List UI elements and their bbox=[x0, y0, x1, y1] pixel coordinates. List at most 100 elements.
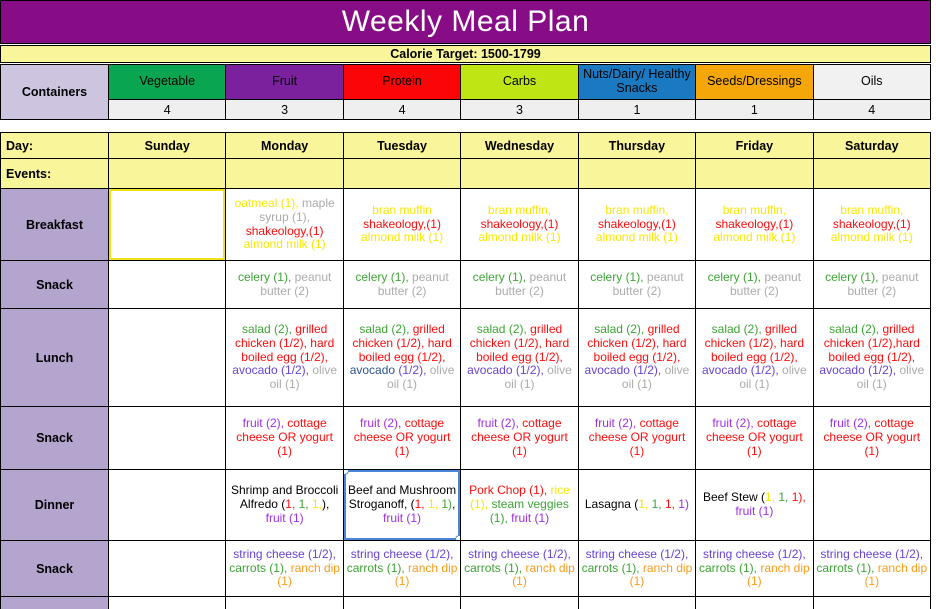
container-column-vegetable[interactable]: Vegetable bbox=[109, 65, 226, 99]
container-count-vegetable[interactable]: 4 bbox=[109, 100, 226, 119]
container-count-nuts-dairy-healthy-snacks[interactable]: 1 bbox=[578, 100, 696, 119]
meal-cell-lunch-2-tuesday[interactable]: salad (2), grilled chicken (1/2), hard b… bbox=[343, 309, 461, 406]
events-cell-saturday[interactable] bbox=[813, 159, 930, 188]
meal-cell-partial-saturday[interactable] bbox=[813, 597, 930, 609]
meal-cell-snack-3-wednesday[interactable]: fruit (2), cottage cheese OR yogurt (1) bbox=[461, 407, 578, 469]
meal-item-text: (1/2), bbox=[398, 363, 430, 378]
events-cell-friday[interactable] bbox=[696, 159, 813, 188]
meal-cell-lunch-2-saturday[interactable]: salad (2), grilled chicken (1/2),hard bo… bbox=[813, 309, 930, 406]
container-count-seeds-dressings[interactable]: 1 bbox=[696, 100, 813, 119]
meal-cell-breakfast-0-thursday[interactable]: bran muffin, shakeology,(1) almond milk … bbox=[578, 189, 696, 260]
container-count-carbs[interactable]: 3 bbox=[461, 100, 578, 119]
meal-item-text: carrots (1), bbox=[229, 560, 291, 575]
meal-cell-snack-3-sunday[interactable] bbox=[109, 407, 226, 469]
meal-row-label-dinner-4[interactable]: Dinner bbox=[1, 470, 108, 540]
meal-item-text: bran muffin, bbox=[605, 202, 669, 217]
meal-cell-partial-thursday[interactable] bbox=[578, 597, 696, 609]
calorie-target-banner[interactable]: Calorie Target: 1500-1799 bbox=[0, 45, 931, 63]
events-row-label[interactable]: Events: bbox=[1, 159, 108, 188]
meal-cell-dinner-4-monday[interactable]: Shrimp and Broccoli Alfredo (1, 1, 1,), … bbox=[226, 470, 343, 540]
meal-cell-partial-sunday[interactable] bbox=[109, 597, 226, 609]
meal-cell-lunch-2-wednesday[interactable]: salad (2), grilled chicken (1/2), hard b… bbox=[461, 309, 578, 406]
meal-cell-lunch-2-thursday[interactable]: salad (2), grilled chicken (1/2), hard b… bbox=[578, 309, 696, 406]
meal-cell-breakfast-0-friday[interactable]: bran muffin, shakeology,(1) almond milk … bbox=[696, 189, 813, 260]
meal-cell-snack-3-friday[interactable]: fruit (2), cottage cheese OR yogurt (1) bbox=[696, 407, 813, 469]
day-header-monday[interactable]: Monday bbox=[226, 133, 343, 158]
meal-cell-snack-3-monday[interactable]: fruit (2), cottage cheese OR yogurt (1) bbox=[226, 407, 343, 469]
meal-cell-partial-wednesday[interactable] bbox=[461, 597, 578, 609]
container-column-fruit[interactable]: Fruit bbox=[226, 65, 343, 99]
meal-cell-snack-5-tuesday[interactable]: string cheese (1/2), carrots (1), ranch … bbox=[343, 541, 461, 596]
meal-cell-dinner-4-tuesday[interactable]: Beef and Mushroom Stroganoff, (1, 1, 1),… bbox=[343, 470, 461, 540]
container-column-protein[interactable]: Protein bbox=[343, 65, 461, 99]
meal-cell-breakfast-0-saturday[interactable]: bran muffin, shakeology,(1) almond milk … bbox=[813, 189, 930, 260]
day-header-tuesday[interactable]: Tuesday bbox=[343, 133, 461, 158]
meal-item-text: bran muffin, bbox=[487, 202, 552, 217]
events-cell-monday[interactable] bbox=[226, 159, 343, 188]
meal-cell-dinner-4-wednesday[interactable]: Pork Chop (1), rice (1), steam veggies (… bbox=[461, 470, 578, 540]
meal-cell-snack-1-friday[interactable]: celery (1), peanut butter (2) bbox=[696, 261, 813, 308]
meal-cell-breakfast-0-wednesday[interactable]: bran muffin, shakeology,(1) almond milk … bbox=[461, 189, 578, 260]
meal-cell-snack-1-tuesday[interactable]: celery (1), peanut butter (2) bbox=[343, 261, 461, 308]
meal-cell-snack-1-thursday[interactable]: celery (1), peanut butter (2) bbox=[578, 261, 696, 308]
meal-cell-dinner-4-friday[interactable]: Beef Stew (1, 1, 1), fruit (1) bbox=[696, 470, 813, 540]
container-column-oils[interactable]: Oils bbox=[813, 65, 930, 99]
events-cell-thursday[interactable] bbox=[578, 159, 696, 188]
meal-cell-lunch-2-sunday[interactable] bbox=[109, 309, 226, 406]
day-header-saturday[interactable]: Saturday bbox=[813, 133, 930, 158]
meal-row-label-lunch-2[interactable]: Lunch bbox=[1, 309, 108, 406]
meal-cell-partial-monday[interactable] bbox=[226, 597, 343, 609]
day-header-sunday[interactable]: Sunday bbox=[109, 133, 226, 158]
events-cell-wednesday[interactable] bbox=[461, 159, 578, 188]
meal-item-text: olive oil (1) bbox=[739, 363, 807, 392]
meal-cell-snack-3-thursday[interactable]: fruit (2), cottage cheese OR yogurt (1) bbox=[578, 407, 696, 469]
meal-cell-snack-1-monday[interactable]: celery (1), peanut butter (2) bbox=[226, 261, 343, 308]
meal-item-text: carrots (1), bbox=[464, 560, 526, 575]
container-count-protein[interactable]: 4 bbox=[343, 100, 461, 119]
meal-cell-lunch-2-friday[interactable]: salad (2), grilled chicken (1/2), hard b… bbox=[696, 309, 813, 406]
container-column-carbs[interactable]: Carbs bbox=[461, 65, 578, 99]
meal-cell-snack-3-saturday[interactable]: fruit (2), cottage cheese OR yogurt (1) bbox=[813, 407, 930, 469]
day-header-wednesday[interactable]: Wednesday bbox=[461, 133, 578, 158]
meal-item-text: avocado bbox=[349, 363, 399, 378]
meal-row-label-snack-5[interactable]: Snack bbox=[1, 541, 108, 596]
meal-item-text: 1) bbox=[441, 497, 452, 512]
meal-row-label-snack-3[interactable]: Snack bbox=[1, 407, 108, 469]
selection-handle-top-left[interactable] bbox=[343, 470, 349, 475]
meal-cell-snack-5-saturday[interactable]: string cheese (1/2), carrots (1), ranch … bbox=[813, 541, 930, 596]
meal-cell-snack-1-saturday[interactable]: celery (1), peanut butter (2) bbox=[813, 261, 930, 308]
meal-cell-dinner-4-thursday[interactable]: Lasagna (1, 1, 1, 1) bbox=[578, 470, 696, 540]
meal-cell-snack-5-monday[interactable]: string cheese (1/2), carrots (1), ranch … bbox=[226, 541, 343, 596]
container-count-oils[interactable]: 4 bbox=[813, 100, 930, 119]
meal-cell-dinner-4-saturday[interactable] bbox=[813, 470, 930, 540]
meal-row-label-snack-1[interactable]: Snack bbox=[1, 261, 108, 308]
day-header-thursday[interactable]: Thursday bbox=[578, 133, 696, 158]
containers-label[interactable]: Containers bbox=[1, 65, 108, 119]
meal-cell-partial-tuesday[interactable] bbox=[343, 597, 461, 609]
meal-cell-dinner-4-sunday[interactable] bbox=[109, 470, 226, 540]
page-title: Weekly Meal Plan bbox=[341, 5, 590, 38]
selection-handle-bottom-right[interactable] bbox=[455, 535, 461, 540]
container-count-fruit[interactable]: 3 bbox=[226, 100, 343, 119]
meal-cell-snack-1-wednesday[interactable]: celery (1), peanut butter (2) bbox=[461, 261, 578, 308]
meal-cell-breakfast-0-tuesday[interactable]: bran muffin shakeology,(1) almond milk (… bbox=[343, 189, 461, 260]
meal-cell-snack-5-wednesday[interactable]: string cheese (1/2), carrots (1), ranch … bbox=[461, 541, 578, 596]
meal-cell-lunch-2-monday[interactable]: salad (2), grilled chicken (1/2), hard b… bbox=[226, 309, 343, 406]
meal-cell-partial-friday[interactable] bbox=[696, 597, 813, 609]
meal-cell-snack-1-sunday[interactable] bbox=[109, 261, 226, 308]
container-column-nuts-dairy-healthy-snacks[interactable]: Nuts/Dairy/ Healthy Snacks bbox=[578, 65, 696, 99]
meal-cell-breakfast-0-sunday[interactable] bbox=[109, 189, 226, 260]
meal-item-text: string cheese (1/2), bbox=[350, 546, 454, 561]
meal-cell-breakfast-0-monday[interactable]: oatmeal (1), maple syrup (1), shakeology… bbox=[226, 189, 343, 260]
day-row-label[interactable]: Day: bbox=[1, 133, 108, 158]
day-header-friday[interactable]: Friday bbox=[696, 133, 813, 158]
meal-row-label-breakfast-0[interactable]: Breakfast bbox=[1, 189, 108, 260]
meal-cell-snack-3-tuesday[interactable]: fruit (2), cottage cheese OR yogurt (1) bbox=[343, 407, 461, 469]
meal-cell-snack-5-thursday[interactable]: string cheese (1/2), carrots (1), ranch … bbox=[578, 541, 696, 596]
meal-cell-snack-5-sunday[interactable] bbox=[109, 541, 226, 596]
meal-row-label-partial[interactable] bbox=[1, 597, 108, 609]
events-cell-tuesday[interactable] bbox=[343, 159, 461, 188]
events-cell-sunday[interactable] bbox=[109, 159, 226, 188]
meal-cell-snack-5-friday[interactable]: string cheese (1/2), carrots (1), ranch … bbox=[696, 541, 813, 596]
container-column-seeds-dressings[interactable]: Seeds/Dressings bbox=[696, 65, 813, 99]
